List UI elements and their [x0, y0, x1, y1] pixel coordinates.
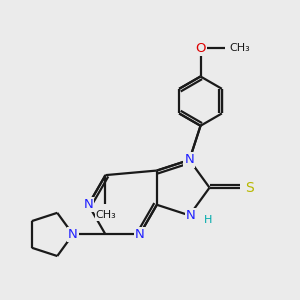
- Text: N: N: [83, 198, 93, 211]
- Text: CH₃: CH₃: [95, 210, 116, 220]
- Text: N: N: [184, 154, 194, 166]
- Text: CH₃: CH₃: [229, 44, 250, 53]
- Text: S: S: [245, 181, 254, 195]
- Text: N: N: [186, 209, 196, 222]
- Text: N: N: [135, 228, 145, 241]
- Text: H: H: [204, 215, 212, 226]
- Text: O: O: [195, 42, 206, 55]
- Text: N: N: [68, 228, 78, 241]
- Text: N: N: [68, 228, 78, 241]
